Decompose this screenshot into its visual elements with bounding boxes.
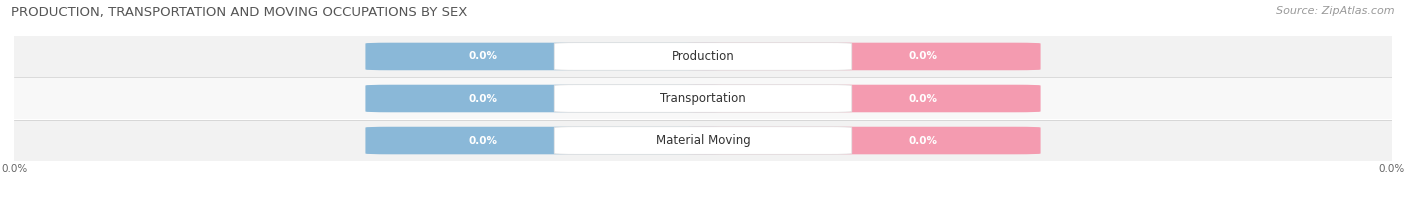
FancyBboxPatch shape <box>554 43 852 70</box>
FancyBboxPatch shape <box>681 85 1040 112</box>
FancyBboxPatch shape <box>554 127 852 154</box>
FancyBboxPatch shape <box>366 127 728 154</box>
Text: Transportation: Transportation <box>661 92 745 105</box>
Text: 0.0%: 0.0% <box>468 94 498 103</box>
FancyBboxPatch shape <box>14 78 1392 119</box>
FancyBboxPatch shape <box>366 43 728 70</box>
Text: 0.0%: 0.0% <box>908 136 938 146</box>
Text: Source: ZipAtlas.com: Source: ZipAtlas.com <box>1277 6 1395 16</box>
Text: 0.0%: 0.0% <box>908 51 938 61</box>
Text: Production: Production <box>672 50 734 63</box>
FancyBboxPatch shape <box>14 36 1392 77</box>
Text: 0.0%: 0.0% <box>468 51 498 61</box>
FancyBboxPatch shape <box>554 85 852 112</box>
Text: 0.0%: 0.0% <box>908 94 938 103</box>
FancyBboxPatch shape <box>681 127 1040 154</box>
Text: PRODUCTION, TRANSPORTATION AND MOVING OCCUPATIONS BY SEX: PRODUCTION, TRANSPORTATION AND MOVING OC… <box>11 6 468 19</box>
FancyBboxPatch shape <box>14 120 1392 161</box>
FancyBboxPatch shape <box>366 85 728 112</box>
Text: 0.0%: 0.0% <box>468 136 498 146</box>
Text: Material Moving: Material Moving <box>655 134 751 147</box>
FancyBboxPatch shape <box>681 43 1040 70</box>
